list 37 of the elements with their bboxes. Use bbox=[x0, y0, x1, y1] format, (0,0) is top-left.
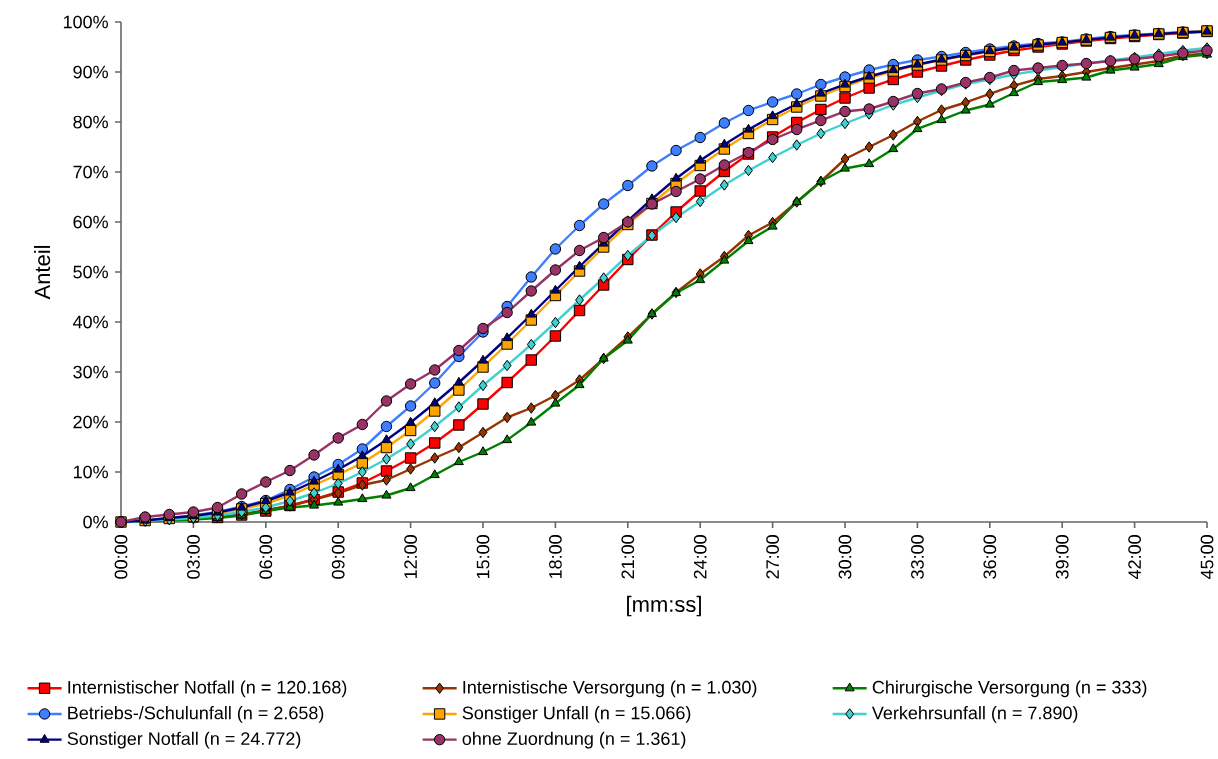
x-tick-label: 15:00 bbox=[476, 535, 490, 579]
y-tick-label: 60% bbox=[73, 215, 108, 229]
x-tick-label: 42:00 bbox=[1128, 535, 1141, 580]
x-tick-label: 18:00 bbox=[549, 535, 562, 579]
x-tick-label: 45:00 bbox=[1200, 535, 1214, 580]
legend-label: Betriebs-/Schulunfall (n = 2.658) bbox=[68, 706, 324, 723]
legend-label: Verkehrsunfall (n = 7.890) bbox=[871, 706, 1078, 723]
legend-label: Chirurgische Versorgung (n = 333) bbox=[872, 680, 1147, 698]
x-tick-label: 30:00 bbox=[838, 535, 852, 579]
legend-label: Sonstiger Notfall (n = 24.772) bbox=[67, 731, 301, 749]
x-tick-label: 33:00 bbox=[911, 535, 924, 579]
x-tick-label: 09:00 bbox=[331, 535, 345, 579]
y-tick-label: 90% bbox=[73, 65, 108, 79]
x-tick-label: 24:00 bbox=[693, 535, 707, 579]
legend-label: Sonstiger Unfall (n = 15.066) bbox=[462, 706, 691, 723]
y-tick-label: 40% bbox=[72, 315, 108, 329]
legend-label: Internistische Versorgung (n = 1.030) bbox=[463, 680, 757, 698]
x-tick-label: 39:00 bbox=[1055, 535, 1069, 579]
y-tick-label: 70% bbox=[73, 165, 108, 179]
legend-label: Internistischer Notfall (n = 120.168) bbox=[68, 680, 347, 698]
y-tick-label: 100% bbox=[63, 15, 108, 29]
y-tick-label: 10% bbox=[73, 465, 108, 479]
y-tick-label: 50% bbox=[73, 265, 108, 279]
x-axis-title: [mm:ss] bbox=[627, 595, 701, 617]
x-tick-label: 21:00 bbox=[621, 535, 635, 579]
y-tick-label: 0% bbox=[83, 515, 108, 529]
x-tick-label: 06:00 bbox=[259, 535, 273, 579]
y-tick-label: 80% bbox=[73, 115, 108, 129]
x-tick-label: 36:00 bbox=[983, 535, 997, 579]
x-tick-label: 03:00 bbox=[187, 535, 200, 579]
y-tick-label: 20% bbox=[73, 415, 108, 429]
x-tick-label: 27:00 bbox=[766, 535, 779, 579]
y-axis-title: Anteil bbox=[34, 245, 51, 300]
x-tick-label: 00:00 bbox=[114, 535, 128, 579]
legend-label: ohne Zuordnung (n = 1.361) bbox=[462, 731, 686, 749]
x-tick-label: 12:00 bbox=[404, 535, 417, 579]
y-tick-label: 30% bbox=[73, 365, 108, 379]
